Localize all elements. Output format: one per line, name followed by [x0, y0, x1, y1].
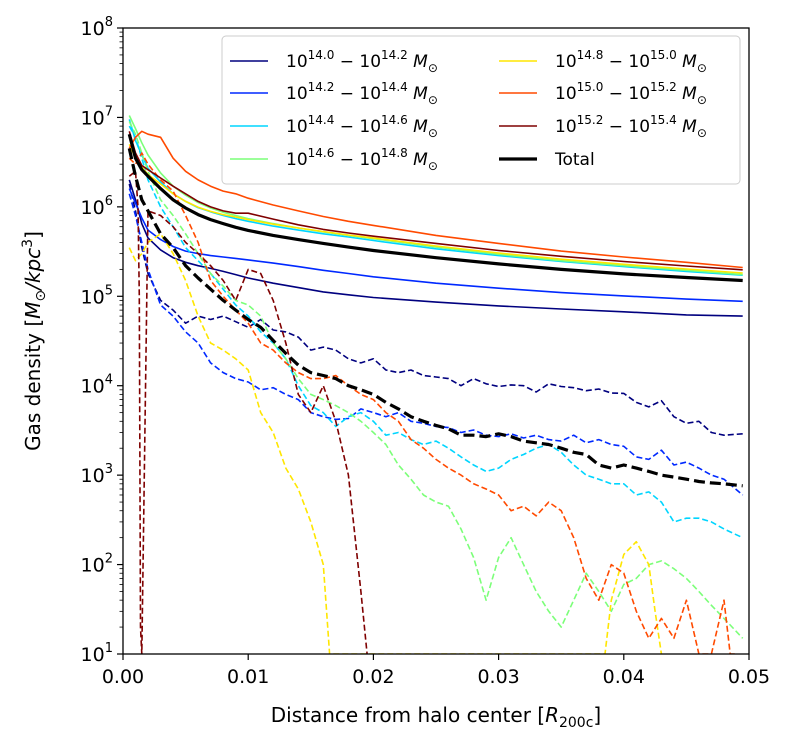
series-bin-2-dashed-line [128, 193, 744, 496]
x-tick-label: 0.00 [102, 666, 144, 688]
series-total-solid-line [127, 133, 743, 283]
series-bin-7-dashed-line [128, 170, 368, 654]
series-bin-3-dashed-line [128, 125, 744, 539]
legend-label: 1014.4 − 1014.6 M⊙ [286, 113, 438, 140]
series-lines [127, 115, 744, 654]
x-tick-label: 0.04 [603, 666, 645, 688]
series-bin-6-solid-line [128, 130, 743, 269]
series-total-dashed-line [127, 148, 743, 488]
series-bin-5-solid-line [128, 143, 743, 274]
series-bin-4-dashed-line [128, 121, 744, 639]
legend-label: 1014.6 − 1014.8 M⊙ [286, 146, 438, 173]
x-tick-label: 0.01 [227, 666, 269, 688]
series-bin-1-solid-line [128, 179, 743, 317]
series-bin-4-solid-line [128, 115, 743, 276]
x-tick-label: 0.03 [477, 666, 519, 688]
y-tick-label: 102 [81, 552, 113, 577]
plot-frame [122, 27, 750, 655]
x-axis-label: Distance from halo center [R200c] [271, 703, 601, 731]
series-bin-1-dashed-line [128, 183, 743, 437]
y-tick-label: 103 [81, 462, 113, 487]
x-axis: 0.00 0.01 0.02 0.03 0.04 0.05 [102, 654, 770, 688]
legend-label: 1014.2 − 1014.4 M⊙ [286, 80, 438, 107]
y-tick-label: 104 [81, 373, 113, 398]
series-layer [127, 115, 744, 654]
legend-label: 1015.0 − 1015.2 M⊙ [555, 80, 707, 107]
y-axis: 101 102 103 104 105 106 107 108 [81, 15, 123, 666]
legend-label: 1014.0 − 1014.2 M⊙ [286, 48, 438, 75]
y-tick-label: 106 [81, 194, 113, 219]
series-bin-6-dashed-line [128, 152, 737, 654]
y-tick-label: 107 [81, 104, 113, 129]
series-bin-2-solid-line [128, 188, 743, 303]
series-bin-3-solid-line [128, 119, 743, 276]
x-tick-label: 0.05 [728, 666, 770, 688]
x-tick-label: 0.02 [352, 666, 394, 688]
series-bin-5-dashed-line [128, 233, 663, 654]
legend-label: Total [554, 150, 595, 170]
y-tick-label: 101 [81, 641, 113, 666]
legend-label: 1014.8 − 1015.0 M⊙ [555, 48, 707, 75]
y-axis-label: Gas density [M⊙/kpc3] [20, 231, 49, 451]
legend-box [221, 35, 741, 185]
legend: 1014.0 − 1014.2 M⊙ 1014.2 − 1014.4 M⊙ 1014… [221, 35, 741, 185]
legend-label: 1015.2 − 1015.4 M⊙ [555, 113, 707, 140]
series-bin-7-solid-line [128, 131, 743, 271]
y-tick-label: 108 [81, 15, 113, 40]
y-tick-label: 105 [81, 283, 113, 308]
